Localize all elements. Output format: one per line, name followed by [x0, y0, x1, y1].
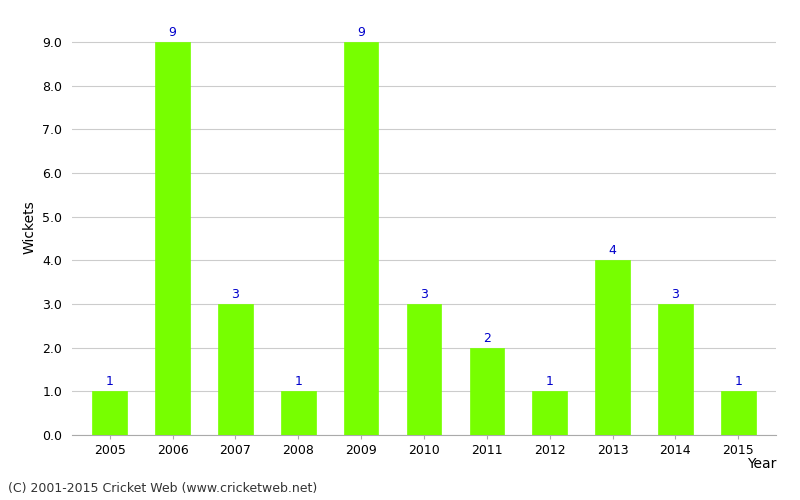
Bar — [533, 392, 567, 435]
Text: 1: 1 — [294, 376, 302, 388]
Text: 9: 9 — [169, 26, 177, 39]
Bar — [344, 42, 378, 435]
Text: 2: 2 — [483, 332, 490, 344]
Text: Year: Year — [746, 458, 776, 471]
Bar — [93, 392, 127, 435]
Text: 3: 3 — [420, 288, 428, 301]
Text: 3: 3 — [671, 288, 679, 301]
Text: 3: 3 — [231, 288, 239, 301]
Text: 1: 1 — [546, 376, 554, 388]
Bar — [406, 304, 442, 435]
Bar — [721, 392, 755, 435]
Y-axis label: Wickets: Wickets — [22, 200, 37, 254]
Text: 1: 1 — [734, 376, 742, 388]
Text: 9: 9 — [358, 26, 365, 39]
Bar — [281, 392, 315, 435]
Text: 4: 4 — [609, 244, 617, 257]
Bar — [658, 304, 693, 435]
Bar — [470, 348, 504, 435]
Bar — [595, 260, 630, 435]
Text: 1: 1 — [106, 376, 114, 388]
Text: (C) 2001-2015 Cricket Web (www.cricketweb.net): (C) 2001-2015 Cricket Web (www.cricketwe… — [8, 482, 318, 495]
Bar — [155, 42, 190, 435]
Bar — [218, 304, 253, 435]
